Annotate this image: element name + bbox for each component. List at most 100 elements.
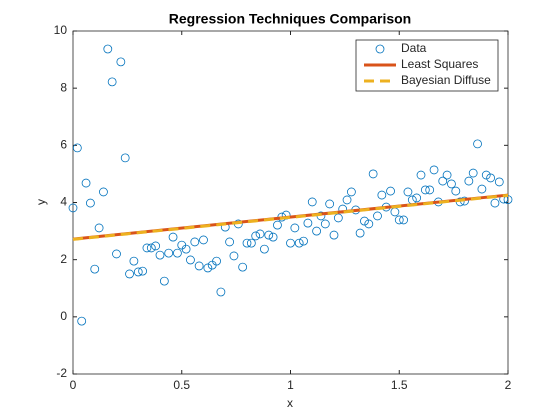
y-axis-label: y — [34, 199, 48, 205]
data-point — [172, 248, 182, 258]
x-tick-label: 2 — [505, 378, 512, 392]
data-point — [333, 213, 343, 223]
data-point — [473, 139, 482, 149]
data-point — [238, 262, 248, 272]
legend-label: Least Squares — [401, 57, 478, 71]
data-point — [442, 170, 452, 180]
data-point — [159, 276, 169, 286]
data-point — [194, 261, 204, 271]
data-point — [190, 237, 200, 247]
data-point — [438, 176, 448, 186]
data-point — [255, 229, 265, 239]
data-point — [399, 215, 409, 225]
data-point — [386, 186, 395, 196]
data-point — [216, 287, 226, 297]
data-point — [486, 173, 496, 183]
data-point — [268, 232, 278, 242]
data-point — [299, 236, 308, 246]
x-tick-label: 0 — [70, 378, 77, 392]
data-point — [307, 197, 317, 207]
data-point — [68, 203, 78, 213]
data-point — [186, 255, 195, 265]
data-point — [72, 143, 82, 153]
data-point — [90, 264, 100, 274]
data-point — [477, 184, 487, 194]
data-point — [355, 228, 365, 238]
data-point — [494, 177, 504, 187]
data-point — [346, 187, 356, 197]
data-point — [320, 219, 330, 229]
data-point — [77, 316, 87, 326]
data-point — [490, 198, 500, 208]
data-point — [416, 170, 426, 180]
x-axis-label: x — [287, 396, 293, 410]
data-point — [146, 243, 156, 253]
data-point — [412, 193, 422, 203]
data-point — [225, 237, 235, 247]
data-point — [364, 219, 374, 229]
legend-label: Bayesian Diffuse — [401, 73, 491, 87]
data-point — [242, 238, 252, 248]
legend-marker — [375, 44, 385, 54]
x-tick-label: 1.5 — [391, 378, 408, 392]
data-point — [303, 218, 313, 228]
data-point — [286, 238, 295, 248]
data-point — [142, 243, 152, 253]
x-tick-label: 0.5 — [173, 378, 190, 392]
data-point — [447, 179, 456, 189]
data-point — [468, 168, 478, 178]
data-point — [251, 231, 261, 241]
data-point — [273, 220, 282, 230]
data-point — [94, 223, 104, 233]
data-point — [151, 241, 161, 251]
chart-title: Regression Techniques Comparison — [169, 11, 411, 27]
axes-box — [72, 30, 509, 375]
data-point — [481, 170, 491, 180]
data-point — [168, 232, 178, 242]
data-point — [264, 230, 274, 240]
data-point — [312, 226, 322, 236]
data-point — [325, 199, 335, 209]
data-point — [116, 57, 126, 67]
data-point — [464, 176, 474, 186]
y-tick-label: -2 — [56, 366, 67, 380]
data-point — [86, 198, 95, 208]
data-point — [373, 211, 382, 221]
y-tick-label: 2 — [60, 252, 67, 266]
data-point — [329, 230, 339, 240]
data-point — [133, 267, 143, 277]
data-point — [181, 244, 191, 254]
data-point — [229, 251, 239, 261]
data-point — [103, 44, 113, 54]
regression-line — [72, 193, 509, 241]
y-tick-label: 8 — [60, 80, 67, 94]
data-point — [290, 223, 300, 233]
data-point — [125, 269, 134, 279]
data-point — [394, 215, 404, 225]
data-point — [107, 77, 117, 87]
data-point — [377, 190, 387, 200]
data-point — [99, 187, 108, 197]
data-point — [451, 186, 461, 196]
data-point — [129, 256, 139, 266]
legend-label: Data — [401, 41, 427, 55]
data-point — [138, 266, 148, 276]
data-point — [203, 263, 213, 273]
data-point — [294, 238, 304, 248]
data-point — [342, 195, 352, 205]
data-point — [81, 178, 91, 188]
data-point — [368, 169, 378, 179]
data-point — [246, 238, 256, 248]
y-tick-label: 6 — [60, 138, 67, 152]
data-point — [425, 185, 435, 195]
data-point — [112, 249, 121, 259]
data-point — [259, 244, 269, 254]
x-tick-label: 1 — [287, 378, 294, 392]
data-point — [212, 256, 221, 266]
data-point — [120, 153, 130, 163]
data-point — [403, 187, 413, 197]
data-point — [420, 185, 430, 195]
data-point — [360, 216, 369, 226]
